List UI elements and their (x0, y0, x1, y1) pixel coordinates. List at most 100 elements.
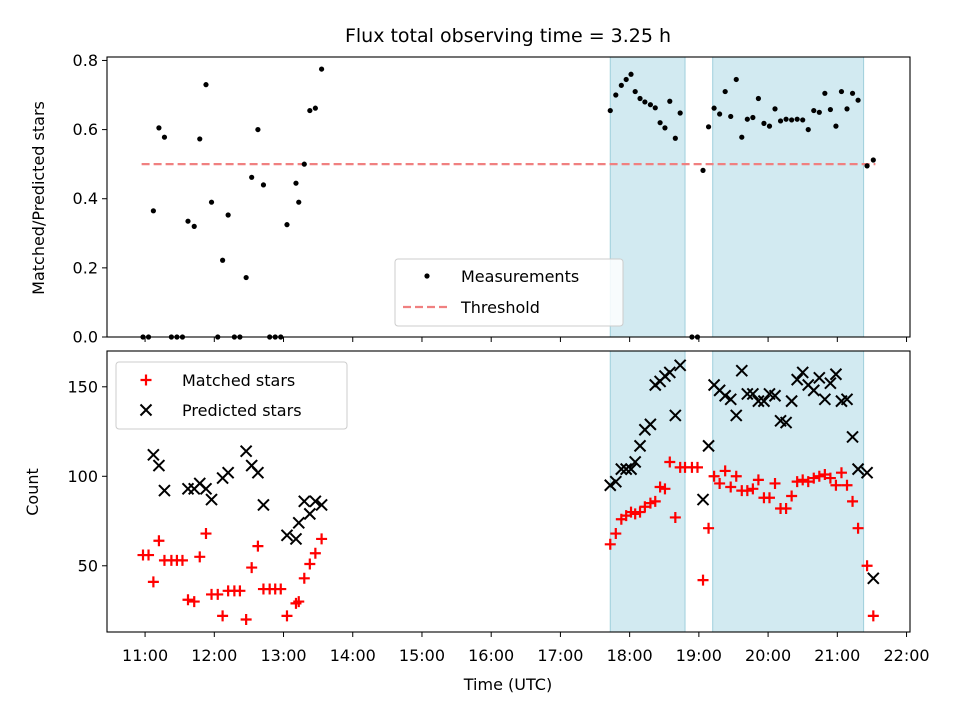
top-series-0-point-4 (161, 134, 168, 140)
bottom-series-1-point-9 (221, 466, 235, 479)
bottom-series-1-point-35 (673, 359, 687, 372)
top-series-0-point-11 (203, 82, 209, 88)
bottom-series-0-point-3 (153, 535, 165, 547)
bottom-series-1-point-22 (609, 475, 623, 488)
top-series-0-point-32 (607, 107, 613, 114)
bottom-series-1-point-27 (633, 439, 647, 453)
top-series-0-point-30 (312, 105, 318, 111)
x-tick-label-2: 13:00 (260, 646, 306, 665)
top-series-0-point-34 (618, 82, 624, 88)
x-tick-label-7: 18:00 (607, 646, 653, 665)
bottom-series-1-point-64 (851, 462, 865, 476)
top-series-0-point-31 (318, 66, 325, 72)
bottom-series-1-point-63 (846, 430, 859, 444)
top-series-0-point-20 (255, 126, 261, 133)
bottom-series-1-point-54 (796, 366, 809, 379)
top-series-0-point-55 (733, 76, 739, 83)
legend-label-matched: Matched stars (182, 371, 295, 390)
bottom-series-1-point-10 (239, 445, 253, 458)
top-series-0-point-42 (657, 120, 663, 126)
top-y-tick-label-1: 0.2 (73, 258, 98, 277)
bottom-series-1-point-14 (280, 529, 294, 542)
top-y-tick-label-0: 0.0 (73, 328, 98, 347)
top-series-0-point-51 (711, 105, 717, 111)
top-series-0-point-14 (220, 257, 226, 263)
bottom-series-1-point-7 (205, 493, 218, 506)
top-series-0-point-74 (838, 88, 845, 95)
bottom-series-1-point-47 (757, 394, 771, 408)
top-series-0-point-61 (766, 123, 773, 129)
top-series-0-point-63 (777, 118, 784, 124)
bottom-series-1-point-45 (746, 387, 760, 401)
legend-label-measurements: Measurements (461, 267, 579, 286)
top-series-0-point-18 (243, 274, 249, 281)
bottom-series-0-point-80 (867, 610, 879, 622)
top-series-0-point-54 (728, 113, 734, 120)
bottom-series-0-point-71 (813, 470, 825, 482)
legend-label-predicted: Predicted stars (182, 401, 302, 420)
top-series-0-point-41 (652, 105, 658, 111)
bottom-series-0-point-39 (639, 501, 651, 513)
top-legend: Measurements Threshold (394, 258, 624, 327)
x-tick-label-6: 17:00 (537, 646, 583, 665)
legend-marker-matched (140, 374, 152, 386)
bottom-series-0-point-69 (802, 476, 814, 488)
top-series-0-point-12 (208, 199, 215, 205)
bottom-series-0-point-37 (629, 508, 641, 520)
bottom-series-0-point-14 (217, 610, 229, 622)
bottom-series-1-point-59 (824, 377, 837, 390)
top-series-0-point-59 (755, 95, 761, 102)
bottom-series-0-point-50 (697, 574, 709, 586)
bottom-series-0-point-27 (293, 596, 305, 608)
bottom-series-0-point-42 (654, 481, 666, 493)
bottom-series-1-point-26 (628, 455, 642, 469)
top-series-0-point-53 (722, 88, 728, 95)
bottom-series-0-point-65 (780, 503, 792, 515)
bottom-series-0-point-8 (182, 594, 194, 606)
top-series-0-point-19 (249, 174, 255, 180)
bottom-series-1-point-18 (303, 507, 317, 521)
top-series-0-point-21 (260, 182, 267, 188)
bottom-series-1-point-43 (735, 364, 748, 377)
bottom-series-1-point-34 (669, 409, 682, 422)
top-series-0-point-33 (613, 92, 619, 98)
top-series-0-point-37 (632, 88, 638, 95)
x-tick-label-8: 19:00 (676, 646, 722, 665)
top-y-tick-label-4: 0.8 (73, 51, 98, 70)
bottom-series-0-point-25 (281, 610, 293, 622)
top-series-0-point-3 (156, 125, 162, 131)
bottom-series-0-point-74 (830, 479, 842, 491)
top-series-0-point-75 (844, 106, 850, 112)
x-tick-label-9: 20:00 (745, 646, 791, 665)
top-series-0-point-73 (833, 123, 839, 129)
top-series-0-point-26 (293, 180, 299, 186)
bottom-series-0-point-19 (246, 562, 258, 574)
bottom-series-0-point-53 (714, 477, 726, 489)
bottom-series-0-point-2 (147, 576, 159, 588)
bottom-series-0-point-67 (791, 476, 803, 488)
bottom-series-1-point-46 (752, 394, 765, 408)
bottom-series-0-point-40 (644, 497, 656, 509)
bottom-y-tick-label-0: 50 (78, 556, 98, 575)
legend-marker-predicted (139, 403, 153, 417)
bottom-series-1-point-66 (867, 572, 880, 585)
top-legend-box (394, 258, 624, 327)
top-series-0-point-70 (816, 109, 822, 115)
bottom-series-0-point-77 (847, 495, 859, 507)
bottom-series-0-point-62 (763, 492, 775, 504)
bottom-series-0-point-30 (309, 547, 321, 559)
top-series-0-point-25 (284, 222, 290, 228)
bottom-series-1-point-60 (829, 368, 843, 381)
bottom-series-0-point-68 (797, 474, 809, 486)
bottom-series-0-point-58 (741, 485, 753, 497)
x-tick-label-4: 15:00 (399, 646, 445, 665)
bottom-series-1-point-53 (790, 373, 804, 386)
bottom-series-1-point-0 (147, 448, 160, 462)
legend-label-threshold: Threshold (460, 298, 540, 317)
bottom-series-0-point-32 (604, 538, 616, 550)
top-series-0-point-67 (800, 117, 806, 123)
top-series-0-point-49 (700, 167, 706, 173)
bottom-series-0-point-29 (304, 558, 316, 570)
bottom-series-0-point-56 (730, 470, 742, 482)
top-y-axis-label: Matched/Predicted stars (29, 101, 48, 295)
